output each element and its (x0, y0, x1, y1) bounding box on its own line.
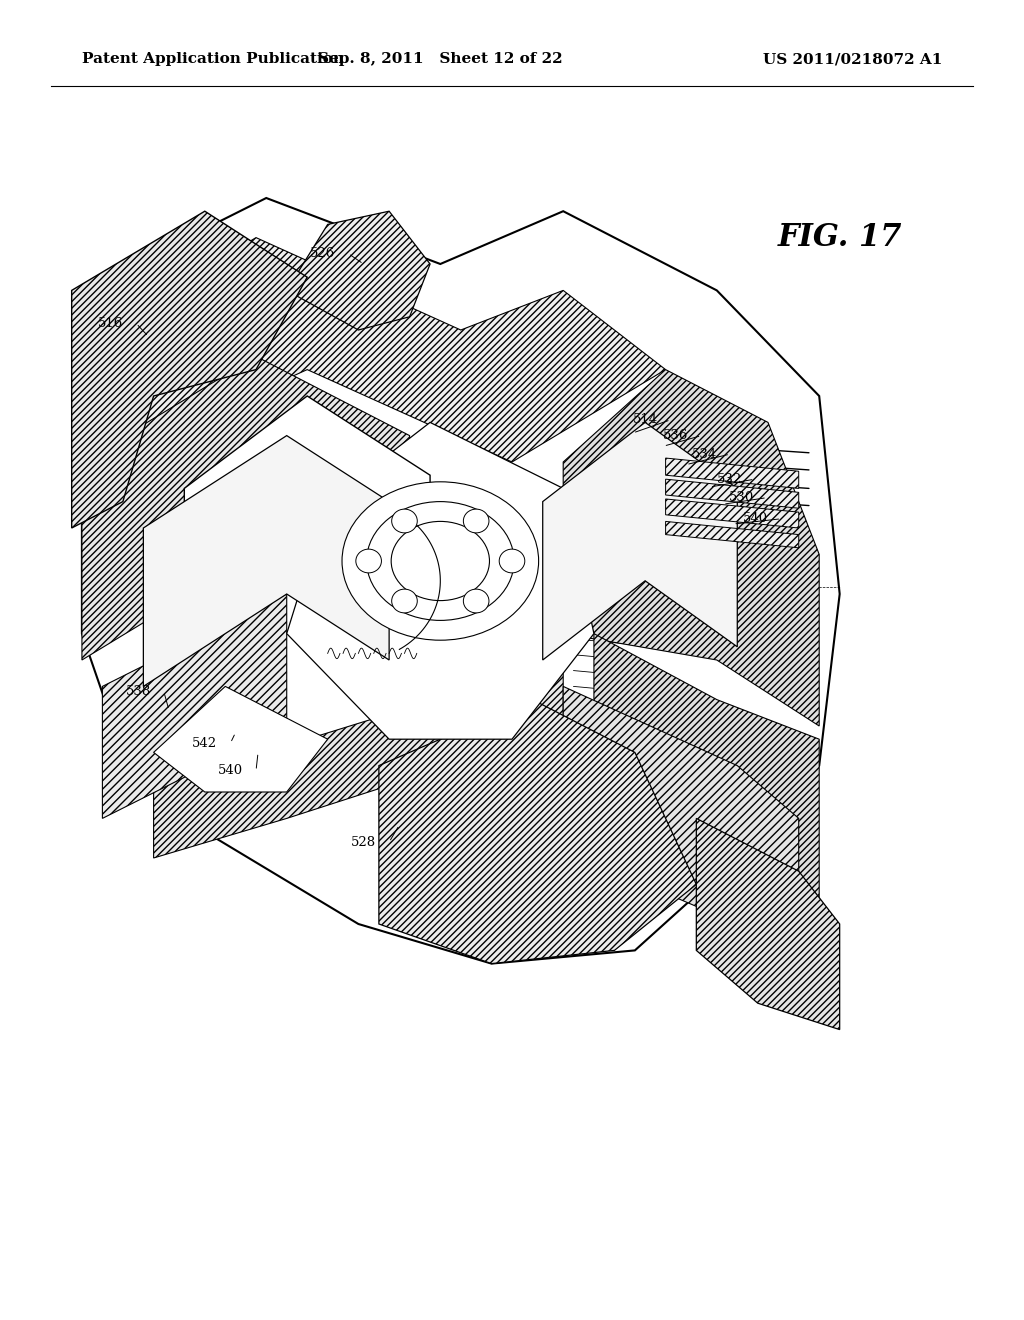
Text: 534: 534 (692, 447, 717, 461)
Text: US 2011/0218072 A1: US 2011/0218072 A1 (763, 53, 942, 66)
Polygon shape (666, 479, 799, 508)
Polygon shape (563, 686, 799, 950)
Text: 532: 532 (717, 473, 741, 486)
Text: 538: 538 (126, 685, 151, 698)
Ellipse shape (391, 510, 418, 533)
Ellipse shape (391, 521, 489, 601)
Polygon shape (82, 356, 410, 660)
Polygon shape (143, 436, 389, 686)
Text: 536: 536 (664, 429, 688, 442)
Polygon shape (287, 422, 594, 739)
Polygon shape (594, 634, 819, 924)
Text: 540: 540 (743, 512, 768, 525)
Text: 528: 528 (351, 836, 376, 849)
Text: 514: 514 (633, 413, 657, 426)
Polygon shape (563, 370, 819, 726)
Text: 530: 530 (729, 491, 754, 504)
Polygon shape (287, 211, 430, 330)
Text: Sep. 8, 2011   Sheet 12 of 22: Sep. 8, 2011 Sheet 12 of 22 (318, 53, 562, 66)
Polygon shape (543, 422, 737, 660)
Text: 542: 542 (193, 737, 217, 750)
Ellipse shape (391, 589, 418, 612)
Text: 516: 516 (98, 317, 123, 330)
Text: FIG. 17: FIG. 17 (777, 222, 902, 253)
Polygon shape (666, 521, 799, 548)
Ellipse shape (367, 502, 514, 620)
Polygon shape (102, 594, 287, 818)
Polygon shape (154, 686, 328, 792)
Ellipse shape (500, 549, 524, 573)
Polygon shape (184, 396, 430, 634)
Polygon shape (666, 499, 799, 528)
Text: 526: 526 (310, 247, 335, 260)
Ellipse shape (356, 549, 381, 573)
Polygon shape (696, 818, 840, 1030)
Ellipse shape (342, 482, 539, 640)
Polygon shape (154, 660, 563, 858)
Polygon shape (102, 238, 666, 462)
Text: Patent Application Publication: Patent Application Publication (82, 53, 344, 66)
Ellipse shape (463, 510, 489, 533)
Polygon shape (379, 700, 696, 964)
Polygon shape (666, 458, 799, 488)
Polygon shape (72, 211, 307, 528)
Ellipse shape (463, 589, 489, 612)
Text: 540: 540 (218, 764, 243, 777)
